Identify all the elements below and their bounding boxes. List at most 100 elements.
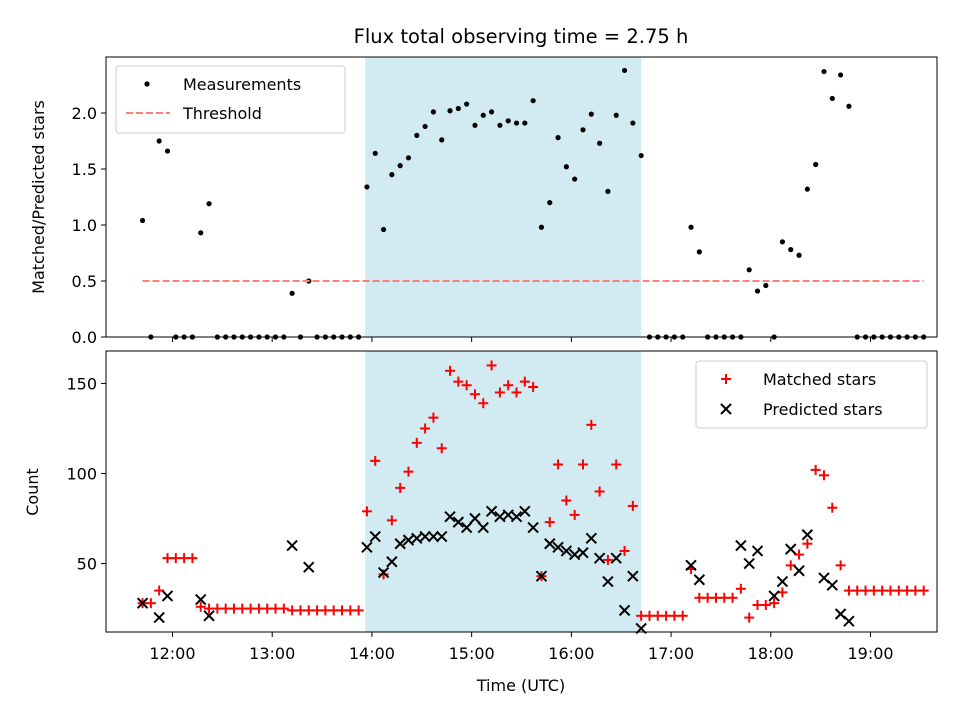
measurement-point [846, 103, 852, 109]
predicted-star-point [427, 530, 440, 543]
matched-star-point [602, 554, 613, 565]
predicted-star-point [602, 575, 614, 588]
legend-matched-marker [721, 374, 731, 384]
predicted-star-point [477, 521, 489, 534]
x-tick-label: 19:00 [847, 644, 893, 663]
matched-star-point [727, 592, 738, 603]
measurement-point [488, 109, 495, 115]
matched-star-point [453, 376, 464, 387]
y-tick-label: 2.0 [72, 104, 97, 123]
predicted-star-point [203, 610, 215, 622]
matched-star-point [619, 545, 630, 556]
predicted-star-point [494, 511, 506, 523]
measurement-point [547, 200, 553, 206]
matched-star-point [918, 585, 929, 596]
measurement-point [754, 288, 761, 294]
matched-star-point [361, 506, 372, 517]
top-y-axis-label: Matched/Predicted stars [29, 100, 48, 294]
matched-star-point [195, 601, 206, 612]
bottom-panel: 12:00 13:00 14:00 15:00 16:00 17:00 18:00 19:00… [23, 350, 938, 695]
top-axes-frame [105, 56, 938, 338]
y-tick-label: 100 [66, 464, 97, 483]
measurement-point [430, 109, 437, 115]
matched-star-point [561, 495, 572, 506]
x-tick-label: 14:00 [349, 644, 395, 663]
measurement-point [497, 122, 503, 128]
measurement-point [455, 105, 461, 112]
predicted-star-point [519, 505, 531, 518]
matched-star-point [519, 376, 530, 387]
matched-star-point [445, 365, 456, 376]
matched-star-point [154, 585, 165, 596]
matched-star-point [744, 612, 755, 623]
predicted-star-point [568, 548, 581, 561]
matched-star-point [553, 459, 564, 470]
predicted-star-point [535, 570, 548, 582]
measurement-point [613, 112, 619, 118]
measurement-point [480, 112, 486, 118]
predicted-star-point [469, 512, 481, 525]
measurement-point [530, 98, 536, 104]
measurement-point [588, 111, 594, 117]
measurement-point [696, 249, 702, 255]
matched-star-point [794, 549, 805, 560]
measurement-point [289, 290, 295, 296]
bottom-legend: Matched stars Predicted stars [695, 360, 928, 429]
measurement-point [605, 188, 611, 194]
measurement-point [788, 247, 794, 253]
measurement-point [139, 217, 146, 224]
measurement-point [838, 72, 844, 78]
matched-star-point [577, 459, 588, 470]
x-tick-label: 15:00 [449, 644, 495, 663]
legend-measurements-marker [144, 81, 150, 87]
matched-star-point [187, 553, 198, 564]
matched-star-point [436, 443, 447, 454]
x-tick-label: 16:00 [548, 644, 594, 663]
predicted-star-point [685, 559, 697, 572]
predicted-star-point [610, 552, 622, 564]
measurement-point [522, 120, 528, 126]
predicted-star-point [618, 604, 631, 617]
predicted-star-point [585, 532, 598, 545]
matched-star-point [627, 500, 638, 511]
measurement-point [580, 127, 586, 133]
top-shaded-span [365, 57, 642, 337]
predicted-star-point [768, 590, 780, 602]
y-tick-label: 1.5 [72, 160, 97, 179]
measurement-point [630, 120, 636, 126]
measurement-point [597, 140, 603, 146]
predicted-star-point [394, 538, 406, 550]
predicted-star-point [136, 597, 149, 609]
matched-star-point [278, 603, 289, 614]
predicted-star-point [593, 552, 606, 564]
predicted-star-point [303, 561, 315, 573]
predicted-star-point [502, 509, 514, 521]
predicted-star-point [460, 521, 473, 534]
matched-star-point [503, 380, 514, 391]
matched-star-point [511, 387, 522, 398]
x-axis-label: Time (UTC) [476, 676, 565, 695]
predicted-star-point [369, 530, 381, 543]
predicted-star-point [544, 538, 556, 550]
predicted-star-point [826, 579, 839, 591]
measurement-point [572, 176, 578, 182]
matched-star-point [469, 389, 480, 400]
matched-star-point [586, 419, 597, 430]
matched-star-point [802, 538, 813, 549]
predicted-star-point [510, 511, 523, 523]
predicted-star-point [419, 530, 431, 543]
predicted-star-point [436, 530, 448, 543]
legend-matched-label: Matched stars [763, 370, 876, 389]
predicted-star-point [153, 611, 165, 624]
measurement-point [813, 161, 819, 168]
measurement-point [638, 152, 644, 159]
predicted-star-point [286, 539, 298, 552]
matched-star-point [544, 517, 555, 528]
predicted-star-point [161, 590, 174, 602]
predicted-star-point [195, 593, 207, 606]
predicted-star-point [785, 543, 797, 555]
y-tick-label: 1.0 [72, 216, 97, 235]
measurement-point [389, 172, 395, 178]
x-tick-label: 18:00 [748, 644, 794, 663]
